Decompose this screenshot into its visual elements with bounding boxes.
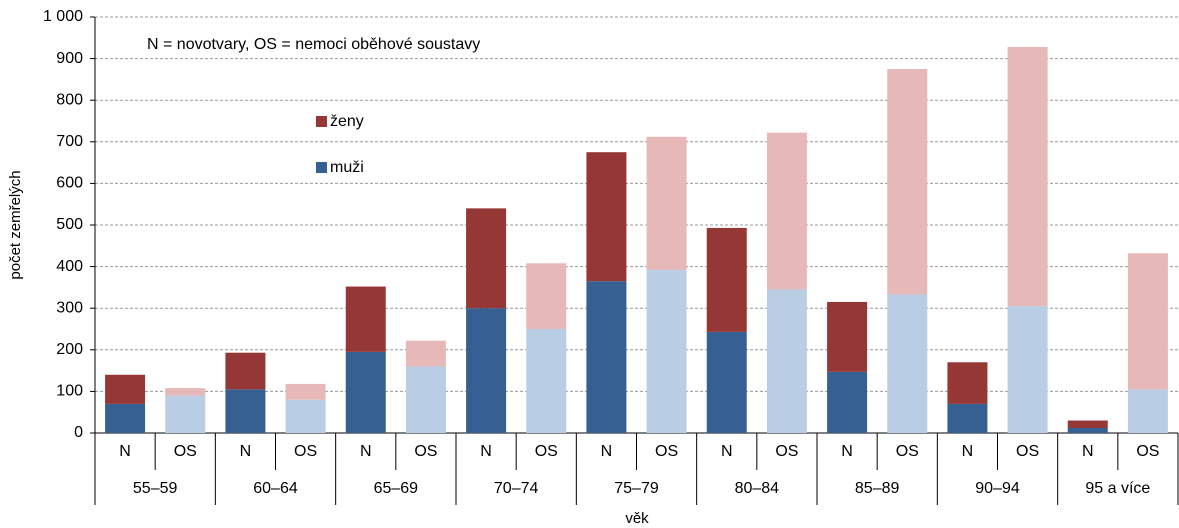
x-tick-label: OS: [655, 443, 678, 460]
legend-swatch: [316, 162, 327, 173]
x-tick-label: OS: [1136, 443, 1159, 460]
bar-segment: [165, 388, 206, 396]
y-tick-label: 500: [56, 216, 83, 233]
bar-segment: [827, 301, 868, 372]
bar-segment: [1067, 420, 1108, 429]
legend-swatch: [316, 116, 327, 127]
x-tick-label: OS: [535, 443, 558, 460]
y-tick-label: 0: [74, 424, 83, 441]
bar-segment: [225, 352, 266, 390]
bar-segment: [706, 331, 747, 433]
y-axis-label: počet zemřelých: [7, 170, 24, 279]
bar-segment: [1067, 428, 1108, 433]
bar-segment: [165, 395, 206, 433]
bar-segment: [466, 308, 507, 433]
bar-segment: [345, 351, 386, 433]
y-tick-label: 200: [56, 341, 83, 358]
x-tick-label: N: [119, 443, 131, 460]
bar-segment: [405, 340, 446, 367]
bar-segment: [887, 294, 928, 433]
y-tick-label: 700: [56, 133, 83, 150]
bar-segment: [105, 403, 146, 433]
bar-segment: [1007, 46, 1048, 307]
x-tick-label: N: [360, 443, 372, 460]
bar-segment: [526, 263, 567, 329]
group-label: 65–69: [374, 480, 419, 497]
x-tick-label: OS: [1016, 443, 1039, 460]
bar-segment: [1007, 306, 1048, 433]
group-label: 90–94: [975, 480, 1020, 497]
bar-segment: [586, 152, 627, 282]
group-label: 60–64: [253, 480, 298, 497]
y-tick-label: 600: [56, 175, 83, 192]
bar-segment: [526, 329, 567, 433]
x-tick-label: N: [480, 443, 492, 460]
x-tick-label: OS: [896, 443, 919, 460]
y-tick-label: 1 000: [43, 8, 83, 25]
x-tick-label: OS: [414, 443, 437, 460]
x-tick-label: OS: [174, 443, 197, 460]
bar-segment: [947, 403, 988, 433]
x-tick-label: N: [841, 443, 853, 460]
bar-segment: [345, 286, 386, 352]
bar-segment: [285, 383, 326, 400]
x-tick-label: OS: [775, 443, 798, 460]
y-tick-label: 800: [56, 91, 83, 108]
bar-segment: [405, 366, 446, 433]
x-axis-label: věk: [625, 510, 649, 527]
x-tick-label: N: [601, 443, 613, 460]
bar-segment: [947, 362, 988, 404]
bar-segment: [225, 389, 266, 433]
y-tick-label: 900: [56, 50, 83, 67]
bar-segment: [1127, 253, 1168, 390]
bar-segment: [827, 371, 868, 433]
bar-segment: [646, 136, 687, 270]
bar-segment: [105, 374, 146, 404]
legend-label: ženy: [330, 113, 364, 130]
y-tick-label: 300: [56, 299, 83, 316]
group-label: 70–74: [494, 480, 539, 497]
annotation: N = novotvary, OS = nemoci oběhové soust…: [147, 36, 480, 53]
bar-segment: [706, 227, 747, 332]
x-tick-label: OS: [294, 443, 317, 460]
bar-segment: [646, 269, 687, 433]
bar-segment: [766, 132, 807, 290]
x-tick-label: N: [240, 443, 252, 460]
group-label: 80–84: [735, 480, 780, 497]
x-tick-label: N: [962, 443, 974, 460]
bar-segment: [466, 208, 507, 309]
legend-label: muži: [330, 159, 364, 176]
group-label: 75–79: [614, 480, 659, 497]
y-tick-label: 400: [56, 258, 83, 275]
group-label: 55–59: [133, 480, 178, 497]
bar-segment: [586, 281, 627, 433]
x-tick-label: N: [721, 443, 733, 460]
group-label: 95 a více: [1085, 480, 1150, 497]
y-tick-label: 100: [56, 383, 83, 400]
bar-segment: [766, 289, 807, 433]
bar-segment: [1127, 389, 1168, 433]
bar-segment: [285, 399, 326, 433]
x-tick-label: N: [1082, 443, 1094, 460]
bar-segment: [887, 69, 928, 295]
group-label: 85–89: [855, 480, 900, 497]
